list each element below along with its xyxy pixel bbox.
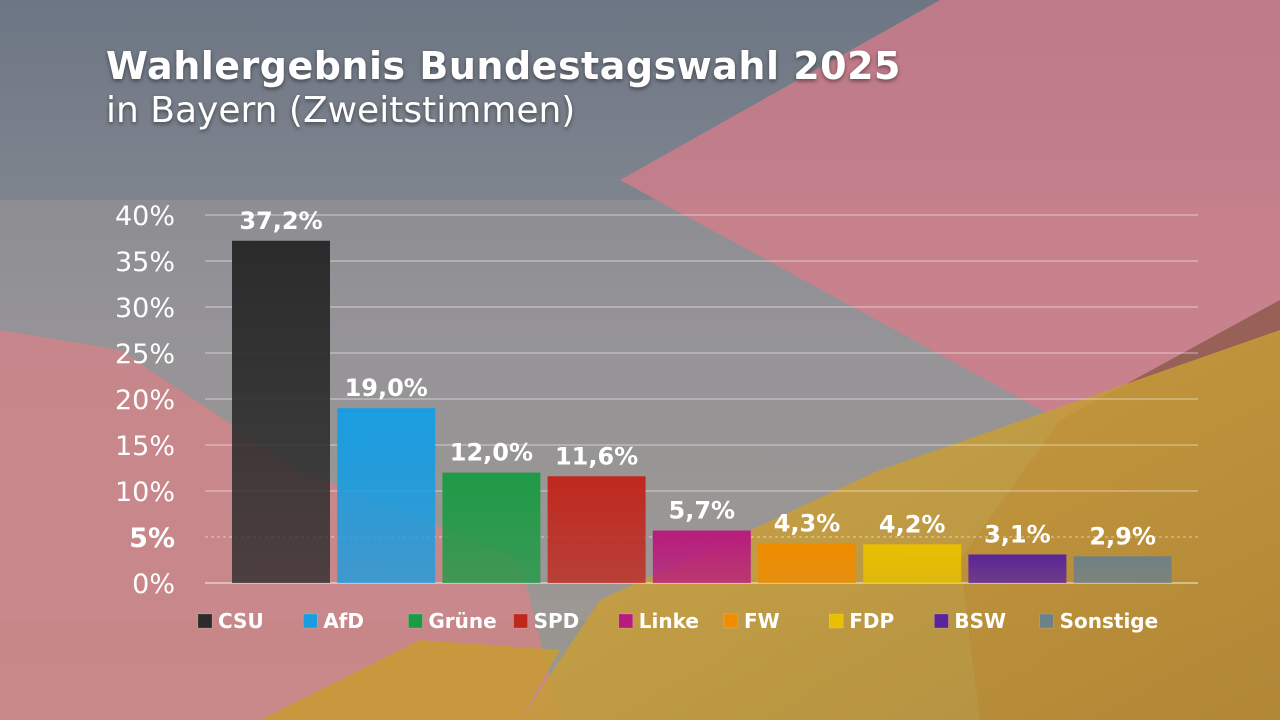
bar-afd — [337, 408, 436, 583]
legend-swatch — [302, 613, 318, 629]
data-label: 5,7% — [669, 497, 736, 525]
y-tick-label: 10% — [115, 477, 175, 508]
chart-subtitle: in Bayern (Zweitstimmen) — [106, 90, 576, 131]
data-label: 4,2% — [879, 510, 946, 538]
data-label: 2,9% — [1089, 522, 1156, 550]
chart-title: Wahlergebnis Bundestagswahl 2025 — [106, 44, 901, 88]
legend-swatch — [1039, 613, 1054, 629]
data-label: 37,2% — [239, 207, 322, 235]
legend-label: FDP — [849, 609, 894, 633]
y-tick-label: 15% — [115, 431, 175, 462]
legend-label: Sonstige — [1060, 609, 1159, 633]
legend-swatch — [723, 613, 739, 629]
legend-label: Linke — [639, 609, 699, 633]
data-label: 4,3% — [774, 509, 841, 537]
bar-sonstige — [1073, 556, 1172, 583]
bar-bsw — [968, 554, 1067, 583]
bar-csu — [232, 240, 330, 583]
legend-label: AfD — [323, 609, 364, 633]
y-tick-label: 30% — [115, 293, 175, 324]
legend-swatch — [197, 613, 213, 629]
y-tick-label: 25% — [115, 339, 175, 370]
bar-grüne — [442, 472, 541, 583]
legend-swatch — [934, 613, 949, 629]
legend-label: Grüne — [428, 609, 496, 633]
data-label: 11,6% — [555, 442, 638, 470]
legend-label: FW — [744, 609, 780, 633]
y-tick-label: 35% — [115, 247, 175, 278]
y-tick-label: 40% — [115, 201, 175, 232]
bar-fw — [758, 543, 856, 583]
bar-fdp — [863, 544, 962, 583]
legend-swatch — [513, 613, 528, 629]
bar-spd — [547, 476, 646, 583]
legend-swatch — [408, 613, 423, 629]
y-tick-label: 0% — [132, 569, 175, 600]
legend-label: BSW — [954, 609, 1006, 633]
bar-linke — [652, 530, 751, 583]
y-tick-label: 5% — [129, 523, 175, 554]
legend-swatch — [618, 613, 634, 629]
y-tick-label: 20% — [115, 385, 175, 416]
legend-swatch — [828, 613, 844, 629]
data-label: 12,0% — [450, 439, 533, 467]
legend-label: CSU — [218, 609, 264, 633]
data-label: 19,0% — [345, 374, 428, 402]
legend-label: SPD — [534, 609, 580, 633]
data-label: 3,1% — [984, 520, 1051, 548]
